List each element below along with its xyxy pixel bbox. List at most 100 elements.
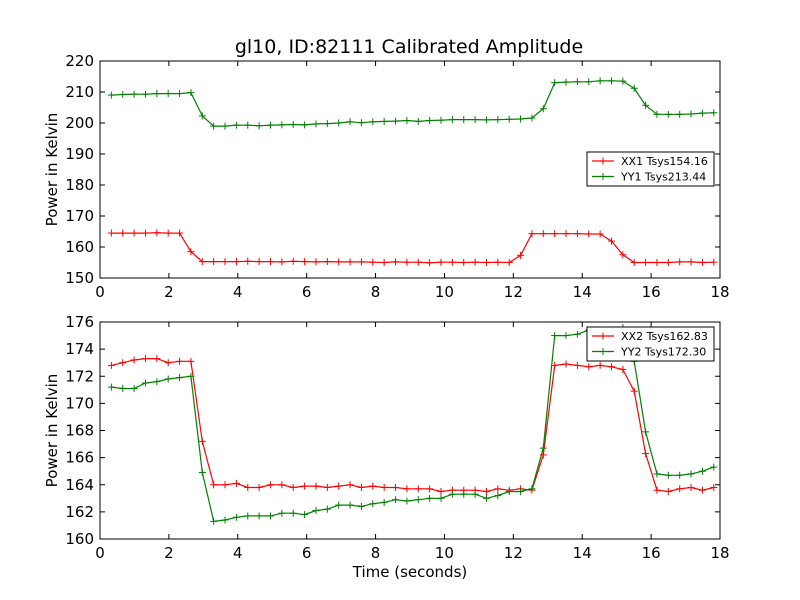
data-point	[608, 363, 615, 371]
x-tick-label: 4	[233, 283, 243, 301]
data-point	[403, 497, 411, 505]
x-tick-label: 2	[164, 283, 174, 301]
data-point	[312, 507, 320, 515]
y-tick-label: 210	[65, 83, 94, 101]
data-point	[619, 365, 627, 373]
data-point	[698, 259, 706, 266]
y-axis-label: Power in Kelvin	[43, 374, 61, 488]
data-point	[414, 485, 422, 493]
data-point	[164, 90, 172, 98]
x-tick-label: 16	[642, 544, 661, 562]
data-point	[198, 258, 206, 266]
data-point	[494, 492, 502, 500]
data-point	[278, 481, 286, 489]
data-point	[573, 78, 581, 86]
y-tick-label: 162	[65, 503, 94, 521]
data-point	[471, 116, 479, 124]
data-point	[392, 483, 400, 491]
data-point	[107, 91, 115, 99]
data-point	[232, 258, 240, 266]
x-tick-label: 0	[95, 544, 105, 562]
data-point	[210, 517, 218, 525]
data-point	[505, 115, 513, 123]
data-point	[664, 488, 672, 496]
data-point	[232, 479, 240, 487]
y-tick-label: 170	[65, 394, 94, 412]
data-point	[392, 496, 400, 504]
data-point	[551, 361, 559, 369]
data-point	[437, 488, 445, 496]
data-point	[141, 90, 149, 98]
data-point	[221, 516, 229, 524]
data-point	[585, 230, 593, 238]
data-point	[267, 512, 274, 520]
data-point	[426, 117, 434, 125]
data-point	[710, 463, 718, 471]
y-tick-label: 160	[65, 530, 94, 548]
data-point	[164, 229, 172, 237]
bottom-panel: 0 2 4 6 8 10 12 14 16 18 160 162 164 166 168 170 172 174 1…	[43, 313, 730, 562]
data-point	[244, 121, 252, 129]
x-tick-label: 18	[710, 283, 729, 301]
data-point	[460, 116, 468, 124]
data-point	[357, 258, 365, 266]
data-point	[482, 259, 490, 266]
y-tick-label: 160	[65, 238, 94, 256]
data-point	[460, 490, 468, 498]
data-point	[414, 117, 422, 125]
data-point	[596, 77, 604, 85]
x-tick-label: 14	[573, 283, 592, 301]
data-point	[255, 122, 263, 130]
top-panel: 0 2 4 6 8 10 12 14 16 18 150 160 170 180 190 200 210 220 P…	[43, 52, 730, 301]
data-point	[517, 488, 525, 496]
x-tick-label: 8	[371, 544, 381, 562]
data-point	[380, 117, 388, 125]
data-point	[198, 437, 206, 445]
data-point	[528, 230, 536, 238]
data-point	[403, 258, 411, 266]
data-point	[153, 378, 161, 386]
legend: XX1 Tsys154.16 YY1 Tsys213.44	[586, 151, 715, 187]
data-point	[585, 78, 593, 86]
data-point	[664, 471, 672, 479]
data-point	[107, 361, 115, 369]
data-point	[482, 488, 490, 496]
data-point	[471, 258, 479, 266]
data-point	[187, 248, 195, 256]
data-point	[187, 357, 195, 365]
data-point	[585, 363, 593, 371]
data-point	[698, 486, 706, 494]
data-point	[176, 90, 184, 98]
data-point	[698, 109, 706, 117]
data-point	[301, 482, 309, 490]
data-point	[119, 359, 127, 367]
data-point	[437, 494, 445, 502]
data-point	[153, 355, 161, 363]
y-tick-label: 170	[65, 207, 94, 225]
data-point	[255, 483, 263, 491]
data-point	[426, 485, 434, 493]
data-point	[494, 485, 502, 493]
data-point	[494, 116, 502, 124]
data-point	[187, 89, 195, 97]
data-point	[482, 116, 490, 124]
data-point	[642, 101, 650, 109]
data-point	[562, 360, 570, 368]
legend-label: XX1 Tsys154.16	[621, 155, 708, 168]
y-tick-label: 176	[65, 313, 94, 331]
data-point	[312, 120, 320, 128]
x-tick-label: 6	[302, 544, 312, 562]
data-point	[323, 258, 331, 266]
data-point	[494, 258, 502, 266]
x-tick-label: 18	[710, 544, 729, 562]
y-tick-label: 164	[65, 476, 94, 494]
data-point	[562, 332, 570, 340]
legend: XX2 Tsys162.83 YY2 Tsys172.30	[586, 326, 715, 362]
data-point	[710, 109, 718, 117]
data-point	[710, 483, 718, 491]
data-point	[653, 110, 661, 118]
data-point	[221, 258, 229, 266]
data-point	[608, 237, 615, 245]
data-point	[505, 488, 513, 496]
